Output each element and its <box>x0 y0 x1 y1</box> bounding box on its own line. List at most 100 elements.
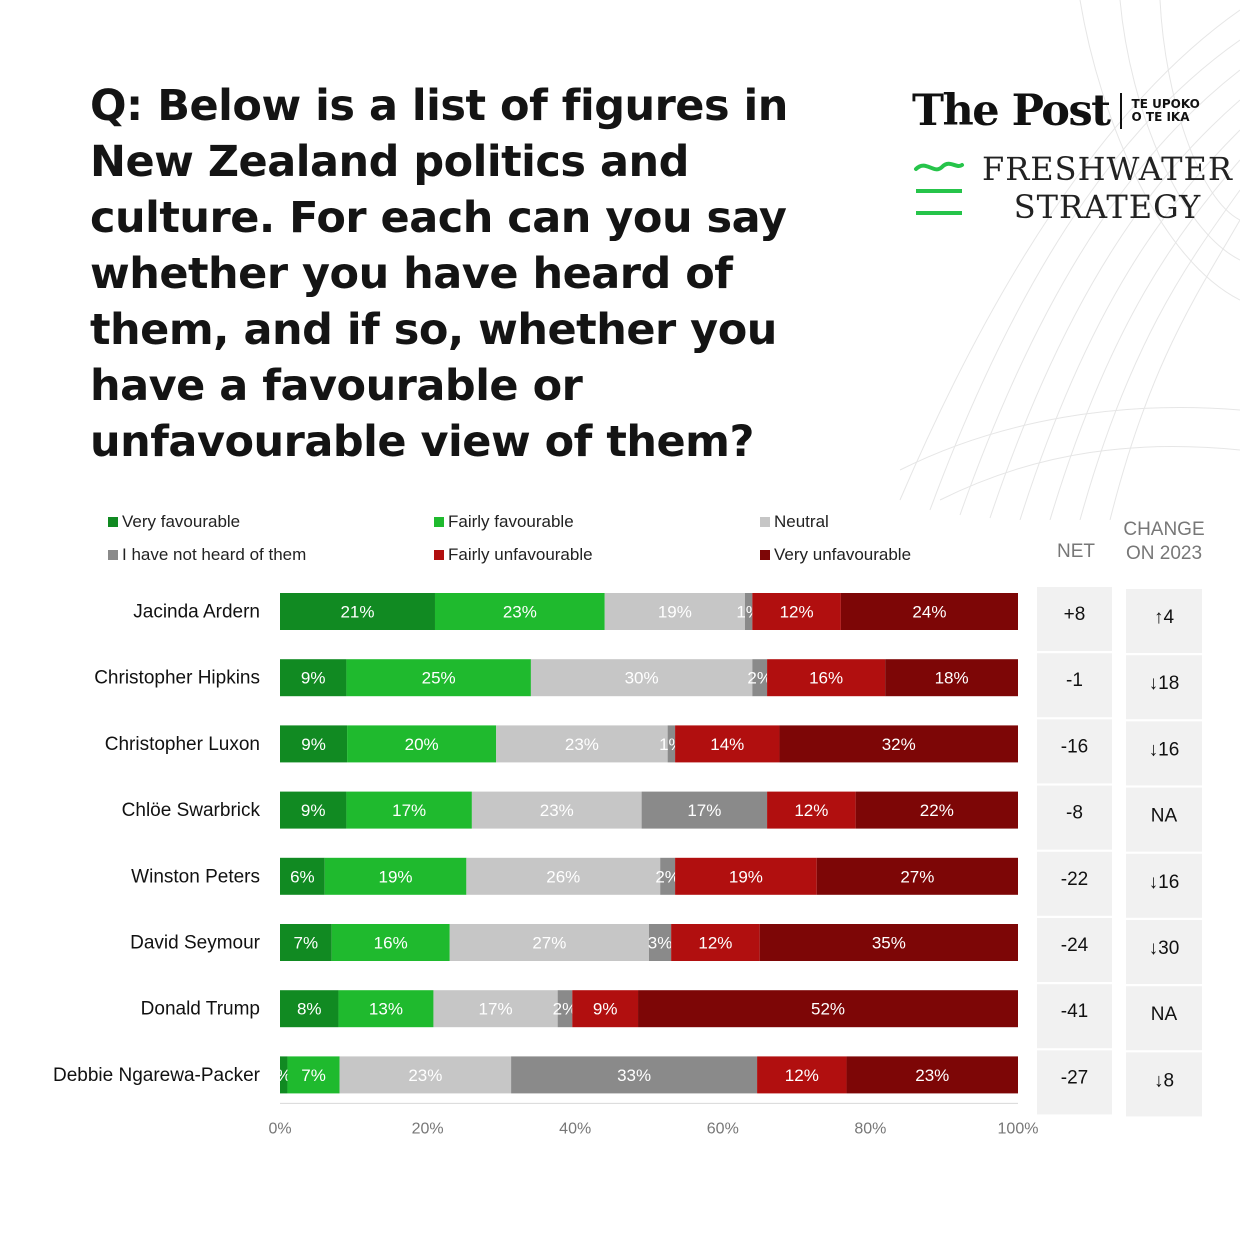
bar-value-label: 7% <box>294 934 319 953</box>
change-card <box>1126 853 1202 918</box>
bar-segment-fairly-unfavourable <box>757 1056 847 1094</box>
change-value: NA <box>1151 1004 1178 1025</box>
change-card <box>1126 787 1202 852</box>
bar-segment-very-favourable <box>280 725 348 763</box>
x-tick-label: 80% <box>854 1120 886 1137</box>
bar-value-label: 19% <box>729 867 763 886</box>
bar-segment-fairly-favourable <box>331 924 450 961</box>
bar-value-label: 25% <box>422 669 456 688</box>
net-card <box>1037 785 1112 850</box>
bar-value-label: 17% <box>479 1000 513 1019</box>
bar-value-label: 23% <box>540 801 574 820</box>
freshwater-line-2: STRATEGY <box>1013 188 1202 226</box>
bar-segment-fairly-favourable <box>338 990 434 1028</box>
the-post-tagline: TE UPOKO O TE IKA <box>1132 98 1200 124</box>
x-tick-label: 0% <box>268 1120 291 1137</box>
row-label: Christopher Hipkins <box>94 668 260 689</box>
net-value: -27 <box>1061 1067 1088 1088</box>
bar-segment-neutral <box>471 791 642 829</box>
net-value: -16 <box>1061 736 1088 757</box>
bar-segment-very-favourable <box>280 659 347 697</box>
bar-value-label: 13% <box>369 1000 403 1019</box>
bar-value-label: 26% <box>546 867 580 886</box>
bar-value-label: 12% <box>698 934 732 953</box>
bar-segment-neutral <box>604 593 745 630</box>
change-header-line-2: ON 2023 <box>1125 543 1203 564</box>
net-card <box>1037 719 1112 784</box>
row-label: Jacinda Ardern <box>133 602 260 623</box>
x-tick-label: 100% <box>998 1120 1039 1137</box>
bar-segment-very-unfavourable <box>840 593 1018 630</box>
bar-segment-fairly-unfavourable <box>767 659 886 697</box>
legend-label: Very unfavourable <box>774 545 912 564</box>
bar-segment-fairly-favourable <box>347 725 497 763</box>
bar-value-label: 14% <box>710 735 744 754</box>
bar-value-label: 32% <box>882 735 916 754</box>
stacked-bar-chart: Jacinda Ardern 21% 23% 19% 1% 12% 24% +8 ↑4Chris… <box>53 587 1202 1137</box>
change-value: ↑4 <box>1154 607 1175 628</box>
bar-segment-very-unfavourable <box>855 791 1018 829</box>
legend-very-favourable: Very favourable <box>108 512 240 532</box>
net-card <box>1037 851 1112 916</box>
chart-legend: Very favourable Fairly favourable Neutra… <box>108 512 968 572</box>
net-column-header: NET <box>1057 541 1095 562</box>
change-card <box>1126 920 1202 984</box>
net-card <box>1037 918 1112 982</box>
change-card <box>1126 721 1202 786</box>
bar-segment-fairly-unfavourable <box>675 857 817 895</box>
net-value: -24 <box>1061 935 1089 956</box>
legend-swatch <box>108 550 118 560</box>
change-value: ↓8 <box>1154 1070 1174 1091</box>
bar-value-label: 23% <box>565 735 599 754</box>
bar-value-label: 23% <box>915 1066 949 1085</box>
bar-segment-not-heard <box>744 593 753 630</box>
bar-value-label: 17% <box>687 801 721 820</box>
row-label: Debbie Ngarewa-Packer <box>53 1065 261 1086</box>
bar-segment-fairly-unfavourable <box>671 924 760 961</box>
legend-swatch <box>434 550 444 560</box>
legend-swatch <box>760 517 770 527</box>
legend-swatch <box>108 517 118 527</box>
bar-value-label: 35% <box>872 934 906 953</box>
legend-very-unfavourable: Very unfavourable <box>760 545 911 565</box>
bar-segment-very-favourable <box>280 1056 288 1094</box>
bar-value-label: 52% <box>811 1000 845 1019</box>
net-value: -22 <box>1061 869 1088 890</box>
net-card <box>1037 653 1112 718</box>
legend-label: Fairly favourable <box>448 512 574 531</box>
row-label: Christopher Luxon <box>105 734 260 755</box>
legend-label: I have not heard of them <box>122 545 307 564</box>
bar-value-label: 21% <box>340 603 374 622</box>
bar-segment-fairly-favourable <box>324 857 467 895</box>
bar-segment-fairly-favourable <box>346 791 472 829</box>
net-card <box>1037 984 1112 1049</box>
bar-segment-very-favourable <box>280 990 339 1028</box>
bar-value-label: 23% <box>408 1066 442 1085</box>
bar-segment-very-favourable <box>280 924 332 961</box>
bar-segment-fairly-unfavourable <box>675 725 780 763</box>
the-post-brand: The Post <box>912 86 1111 136</box>
freshwater-line-1: FRESHWATER <box>982 150 1233 188</box>
bar-segment-fairly-favourable <box>434 593 605 630</box>
bar-value-label: 30% <box>625 669 659 688</box>
bar-segment-very-unfavourable <box>846 1056 1018 1094</box>
legend-fairly-unfavourable: Fairly unfavourable <box>434 545 593 565</box>
bar-segment-not-heard <box>660 857 676 895</box>
bar-segment-neutral <box>496 725 668 763</box>
change-card <box>1126 589 1202 653</box>
bar-segment-fairly-favourable <box>287 1056 340 1094</box>
bar-segment-fairly-favourable <box>346 659 531 697</box>
bar-value-label: 7% <box>301 1066 326 1085</box>
bar-value-label: 12% <box>794 801 828 820</box>
tagline-line-2: O TE IKA <box>1131 110 1190 124</box>
bar-value-label: 16% <box>809 669 843 688</box>
legend-label: Fairly unfavourable <box>448 545 593 564</box>
bar-segment-neutral <box>433 990 558 1028</box>
bar-value-label: 19% <box>379 867 413 886</box>
bar-value-label: 24% <box>912 603 946 622</box>
bar-segment-very-favourable <box>280 857 325 895</box>
legend-not-heard: I have not heard of them <box>108 545 306 565</box>
x-tick-label: 60% <box>707 1120 739 1137</box>
x-tick-label: 20% <box>412 1120 444 1137</box>
bar-value-label: 2% <box>553 1000 578 1019</box>
